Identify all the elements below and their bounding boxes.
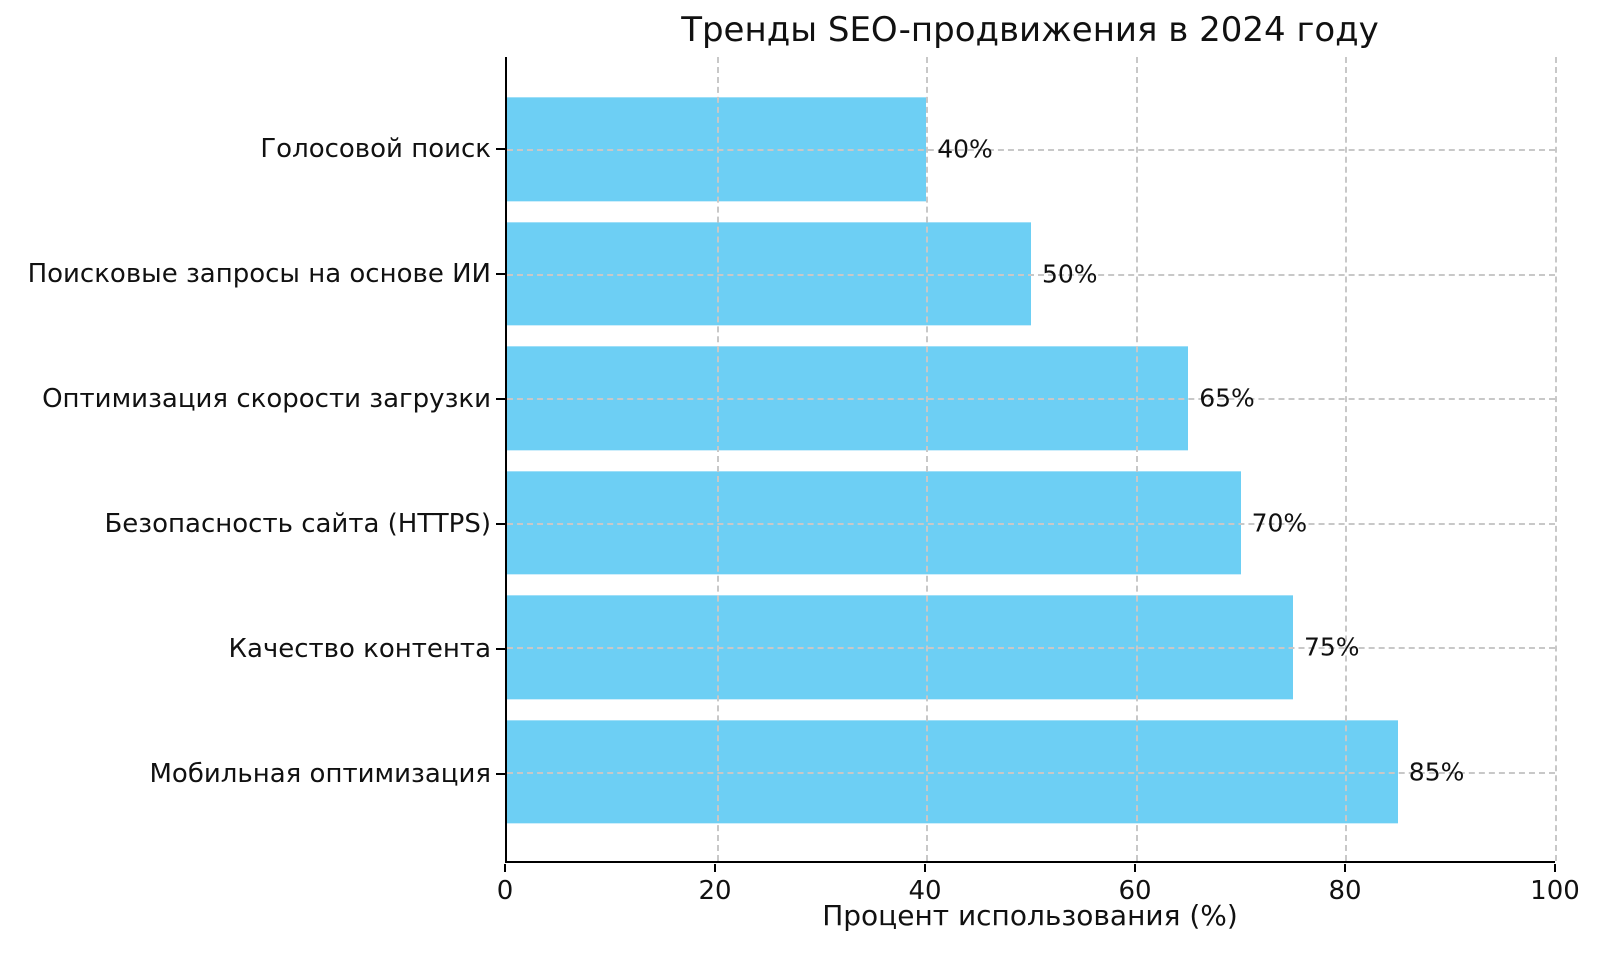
x-tick-mark	[504, 864, 506, 872]
bar-row: 50%	[507, 212, 1555, 337]
x-tick-mark	[714, 864, 716, 872]
bar-Безопасность сайта (HTTPS)	[507, 471, 1241, 575]
x-tick-label: 20	[698, 876, 732, 906]
bar-Поисковые запросы на основе ИИ	[507, 222, 1031, 326]
x-tick-label: 80	[1328, 876, 1362, 906]
bar-row: 40%	[507, 87, 1555, 212]
y-tick-cell	[496, 337, 505, 462]
y-tick-mark	[496, 398, 505, 401]
y-tick-cell	[496, 212, 505, 337]
x-tick-label: 0	[496, 876, 514, 906]
x-tick-mark	[1134, 864, 1136, 872]
x-tick-mark	[1344, 864, 1346, 872]
category-label: Мобильная оптимизация	[149, 758, 491, 789]
category-label: Голосовой поиск	[260, 134, 491, 165]
vertical-gridline	[1555, 57, 1557, 861]
y-tick-mark	[496, 273, 505, 276]
y-tick-mark	[496, 148, 505, 151]
x-axis: 0 20 40 60 80 100	[497, 863, 1580, 913]
bar-row: 85%	[507, 710, 1555, 835]
category-label: Оптимизация скорости загрузки	[42, 384, 491, 415]
value-label: 75%	[1304, 632, 1360, 662]
bar-Голосовой поиск	[507, 97, 927, 201]
x-tick-mark	[1554, 864, 1556, 872]
y-axis-ticks	[496, 57, 505, 863]
bar-row: 65%	[507, 336, 1555, 461]
value-label: 50%	[1042, 259, 1098, 289]
plot-area: 40% 50% 65% 70% 75% 85%	[505, 57, 1557, 863]
bar-row: 75%	[507, 585, 1555, 710]
y-tick-cell	[496, 586, 505, 711]
bar-rows: 40% 50% 65% 70% 75% 85%	[507, 57, 1555, 861]
category-label: Качество контента	[228, 633, 491, 664]
y-tick-cell	[496, 711, 505, 836]
y-axis-labels: Голосовой поиск Поисковые запросы на осно…	[0, 57, 491, 863]
y-tick-cell	[496, 461, 505, 586]
bar-Качество контента	[507, 595, 1293, 699]
y-tick-mark	[496, 772, 505, 775]
chart-title: Тренды SEO-продвижения в 2024 году	[681, 10, 1379, 50]
value-label: 40%	[937, 134, 993, 164]
y-tick-mark	[496, 522, 505, 525]
value-label: 65%	[1199, 383, 1255, 413]
y-tick-mark	[496, 647, 505, 650]
x-tick-label: 100	[1530, 876, 1580, 906]
x-axis-label: Процент использования (%)	[822, 899, 1238, 932]
y-tick-cell	[496, 87, 505, 212]
x-tick-label: 60	[1118, 876, 1152, 906]
category-label: Безопасность сайта (HTTPS)	[104, 508, 491, 539]
bar-row: 70%	[507, 461, 1555, 586]
x-tick-label: 40	[908, 876, 942, 906]
x-tick-mark	[924, 864, 926, 872]
bar-Оптимизация скорости загрузки	[507, 346, 1189, 450]
value-label: 70%	[1251, 508, 1308, 538]
bar-Мобильная оптимизация	[507, 720, 1398, 824]
value-label: 85%	[1408, 757, 1465, 787]
category-label: Поисковые запросы на основе ИИ	[27, 259, 491, 290]
